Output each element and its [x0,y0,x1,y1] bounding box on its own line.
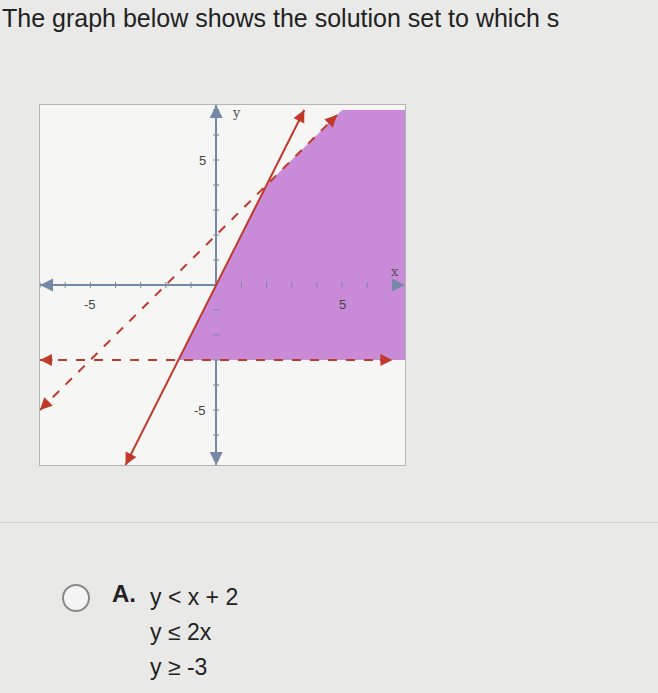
svg-text:x: x [391,264,399,279]
svg-text:5: 5 [339,297,346,312]
html-text:y ≥ -3: y ≥ -3 [150,654,208,680]
html-text:The graph below shows the solu: The graph below shows the solution set t… [2,4,560,32]
svg-text:-5: -5 [84,297,96,312]
svg-text:5: 5 [199,153,206,168]
html-text:A.: A. [112,580,136,607]
svg-text:-5: -5 [194,403,206,418]
svg-text:y: y [232,105,241,120]
html-text:y ≤ 2x: y ≤ 2x [150,619,212,645]
html-text:y < x + 2: y < x + 2 [150,584,239,610]
